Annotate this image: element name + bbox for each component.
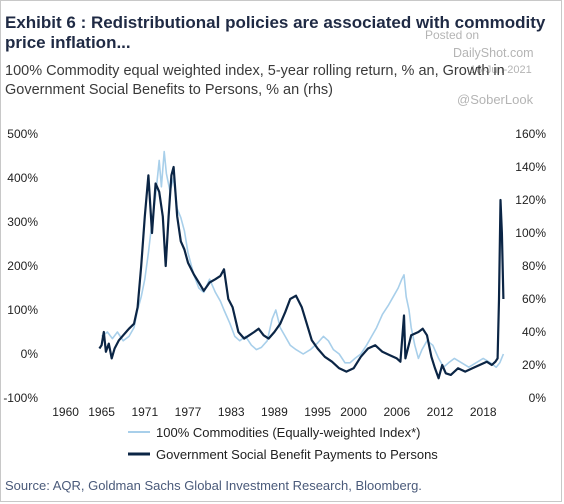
y-left-tick-label: 0% — [21, 347, 39, 361]
legend-label: 100% Commodities (Equally-weighted Index… — [156, 425, 420, 440]
social-benefits-line — [98, 165, 505, 380]
x-tick-label: 1983 — [218, 405, 245, 419]
y-right-tick-label: 80% — [522, 259, 546, 273]
chart-subtitle: 100% Commodity equal weighted index, 5-y… — [5, 63, 505, 98]
y-left-tick-label: 100% — [7, 303, 38, 317]
y-right-tick-label: 100% — [515, 226, 546, 240]
source-note: Source: AQR, Goldman Sachs Global Invest… — [5, 478, 422, 493]
x-tick-label: 1989 — [261, 405, 288, 419]
x-tick-label: 2006 — [383, 405, 410, 419]
watermark-date: 16-Jun-2021 — [470, 64, 532, 76]
commodity-index-line — [101, 150, 505, 368]
y-right-tick-label: 40% — [522, 325, 546, 339]
y-right-tick-label: 0% — [529, 391, 547, 405]
x-tick-label: 1960 — [52, 405, 79, 419]
x-tick-label: 2018 — [470, 405, 497, 419]
watermark-site: DailyShot.com — [453, 46, 534, 60]
y-left-tick-label: 400% — [7, 171, 38, 185]
x-tick-label: 1977 — [175, 405, 202, 419]
y-left-tick-label: 300% — [7, 215, 38, 229]
watermark-handle: @SoberLook — [457, 92, 534, 107]
y-right-tick-label: 120% — [515, 193, 546, 207]
legend-label: Government Social Benefit Payments to Pe… — [156, 447, 438, 462]
y-left-tick-label: -100% — [3, 391, 38, 405]
y-right-tick-label: 20% — [522, 358, 546, 372]
x-tick-label: 1971 — [131, 405, 158, 419]
x-tick-label: 2012 — [427, 405, 454, 419]
y-right-tick-label: 160% — [515, 127, 546, 141]
x-tick-label: 2000 — [340, 405, 367, 419]
watermark-posted-on: Posted on — [425, 28, 480, 42]
y-right-tick-label: 140% — [515, 160, 546, 174]
x-tick-label: 1995 — [304, 405, 331, 419]
y-left-tick-label: 500% — [7, 127, 38, 141]
chart-title: Exhibit 6 : Redistributional policies ar… — [5, 13, 546, 52]
y-left-tick-label: 200% — [7, 259, 38, 273]
y-right-tick-label: 60% — [522, 292, 546, 306]
x-tick-label: 1965 — [88, 405, 115, 419]
